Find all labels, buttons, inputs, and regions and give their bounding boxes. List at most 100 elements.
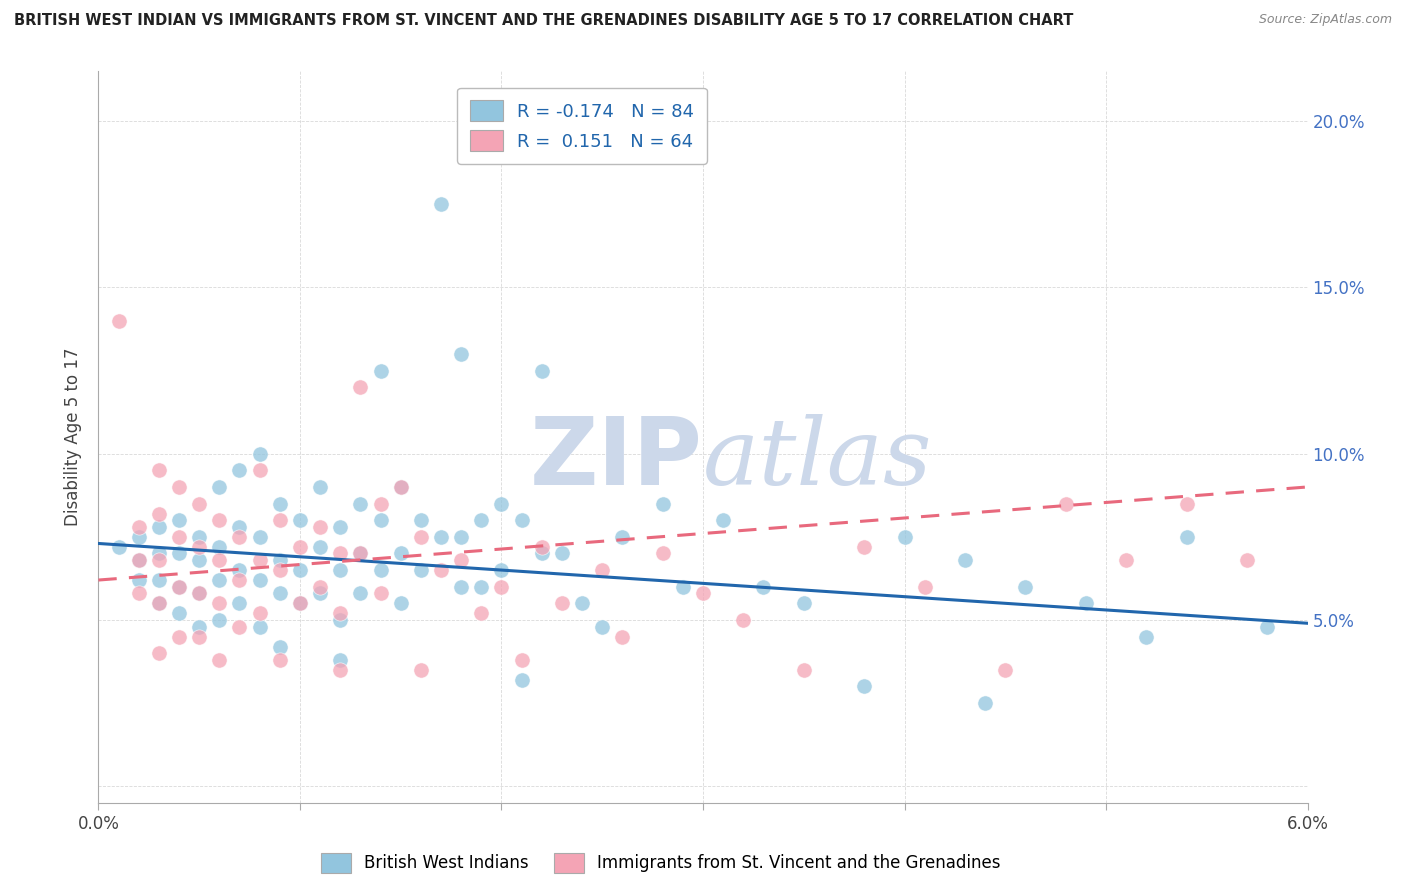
Point — [409, 530, 432, 544]
Point — [167, 607, 190, 621]
Point — [188, 630, 211, 644]
Point — [591, 619, 613, 633]
Point — [510, 673, 533, 687]
Point — [288, 563, 311, 577]
Point — [208, 613, 231, 627]
Point — [309, 586, 332, 600]
Point — [107, 540, 129, 554]
Point — [188, 553, 211, 567]
Point — [228, 530, 250, 544]
Point — [128, 553, 150, 567]
Point — [692, 586, 714, 600]
Point — [853, 540, 876, 554]
Point — [491, 563, 513, 577]
Point — [470, 580, 492, 594]
Point — [793, 663, 815, 677]
Point — [148, 507, 170, 521]
Point — [148, 596, 170, 610]
Point — [329, 613, 352, 627]
Point — [208, 573, 231, 587]
Point — [994, 663, 1017, 677]
Point — [430, 563, 453, 577]
Point — [1256, 619, 1278, 633]
Point — [309, 520, 332, 534]
Point — [450, 347, 472, 361]
Point — [329, 653, 352, 667]
Point — [349, 380, 371, 394]
Point — [349, 546, 371, 560]
Point — [470, 513, 492, 527]
Point — [551, 546, 574, 560]
Legend: British West Indians, Immigrants from St. Vincent and the Grenadines: British West Indians, Immigrants from St… — [315, 847, 1007, 880]
Point — [167, 580, 190, 594]
Legend: R = -0.174   N = 84, R =  0.151   N = 64: R = -0.174 N = 84, R = 0.151 N = 64 — [457, 87, 707, 164]
Point — [329, 520, 352, 534]
Point — [288, 540, 311, 554]
Point — [1175, 530, 1198, 544]
Point — [249, 607, 271, 621]
Point — [188, 586, 211, 600]
Point — [430, 197, 453, 211]
Point — [370, 497, 392, 511]
Point — [450, 530, 472, 544]
Point — [208, 513, 231, 527]
Point — [470, 607, 492, 621]
Point — [128, 530, 150, 544]
Point — [249, 447, 271, 461]
Point — [370, 586, 392, 600]
Point — [249, 573, 271, 587]
Point — [228, 596, 250, 610]
Text: atlas: atlas — [703, 414, 932, 504]
Point — [349, 546, 371, 560]
Y-axis label: Disability Age 5 to 17: Disability Age 5 to 17 — [65, 348, 83, 526]
Point — [188, 586, 211, 600]
Point — [510, 653, 533, 667]
Point — [370, 363, 392, 377]
Point — [389, 480, 412, 494]
Point — [711, 513, 734, 527]
Point — [752, 580, 775, 594]
Point — [208, 553, 231, 567]
Point — [288, 596, 311, 610]
Text: ZIP: ZIP — [530, 413, 703, 505]
Point — [1054, 497, 1077, 511]
Point — [228, 619, 250, 633]
Point — [128, 520, 150, 534]
Point — [953, 553, 976, 567]
Point — [148, 520, 170, 534]
Point — [510, 513, 533, 527]
Point — [249, 553, 271, 567]
Point — [107, 314, 129, 328]
Point — [228, 463, 250, 477]
Point — [269, 563, 291, 577]
Point — [672, 580, 695, 594]
Point — [389, 546, 412, 560]
Point — [530, 540, 553, 554]
Point — [551, 596, 574, 610]
Point — [370, 513, 392, 527]
Point — [249, 463, 271, 477]
Point — [148, 573, 170, 587]
Point — [309, 540, 332, 554]
Point — [148, 646, 170, 660]
Point — [269, 640, 291, 654]
Point — [309, 580, 332, 594]
Point — [591, 563, 613, 577]
Point — [228, 563, 250, 577]
Point — [612, 630, 634, 644]
Point — [450, 553, 472, 567]
Point — [1115, 553, 1137, 567]
Point — [1236, 553, 1258, 567]
Point — [188, 540, 211, 554]
Point — [188, 497, 211, 511]
Point — [1135, 630, 1157, 644]
Point — [208, 653, 231, 667]
Point — [148, 596, 170, 610]
Point — [349, 586, 371, 600]
Point — [1175, 497, 1198, 511]
Point — [1074, 596, 1097, 610]
Point — [914, 580, 936, 594]
Point — [208, 540, 231, 554]
Point — [269, 513, 291, 527]
Point — [329, 607, 352, 621]
